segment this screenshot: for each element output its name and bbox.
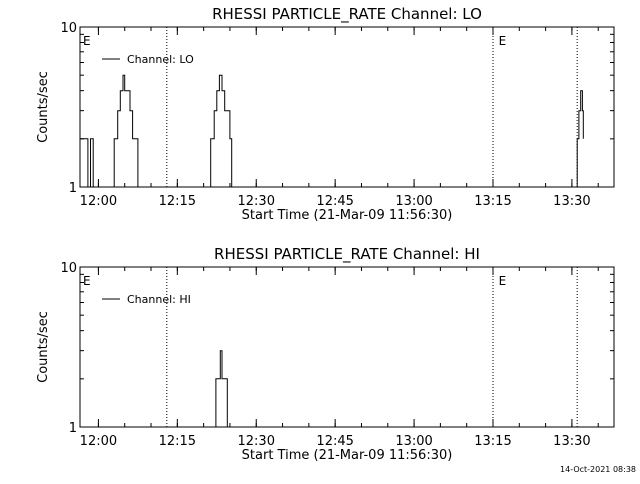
y-tick-label: 1: [69, 181, 77, 196]
x-tick-label: 13:00: [395, 194, 432, 209]
y-tick-label: 10: [60, 21, 77, 36]
y-tick-label: 10: [60, 261, 77, 276]
x-tick-label: 13:30: [553, 194, 590, 209]
legend-label: Channel: LO: [127, 53, 194, 66]
event-annotation: E: [83, 34, 91, 48]
x-tick-label: 12:45: [316, 434, 353, 449]
chart-title: RHESSI PARTICLE_RATE Channel: LO: [212, 5, 482, 24]
plot-timestamp: 14-Oct-2021 08:38: [560, 465, 636, 474]
x-tick-label: 13:15: [474, 434, 511, 449]
x-tick-label: 12:15: [159, 194, 196, 209]
x-tick-label: 13:15: [474, 194, 511, 209]
y-axis-label: Counts/sec: [36, 311, 51, 383]
event-annotation: E: [83, 274, 91, 288]
x-tick-label: 12:00: [80, 434, 117, 449]
x-tick-label: 12:15: [159, 434, 196, 449]
x-tick-label: 12:45: [316, 194, 353, 209]
x-axis-label: Start Time (21-Mar-09 11:56:30): [242, 208, 453, 223]
chart-title: RHESSI PARTICLE_RATE Channel: HI: [214, 245, 480, 264]
event-annotation: E: [499, 274, 507, 288]
y-tick-label: 1: [69, 421, 77, 436]
legend-label: Channel: HI: [127, 293, 191, 306]
y-axis-label: Counts/sec: [36, 71, 51, 143]
plot-frame: [79, 266, 615, 428]
x-tick-label: 12:00: [80, 194, 117, 209]
series-line: [80, 74, 584, 188]
x-tick-label: 13:00: [395, 434, 432, 449]
x-axis-label: Start Time (21-Mar-09 11:56:30): [242, 448, 453, 463]
x-tick-label: 12:30: [238, 434, 275, 449]
x-tick-label: 12:30: [238, 194, 275, 209]
event-annotation: E: [499, 34, 507, 48]
x-tick-label: 13:30: [553, 434, 590, 449]
series-line: [213, 350, 230, 428]
plot-frame: [79, 26, 615, 188]
